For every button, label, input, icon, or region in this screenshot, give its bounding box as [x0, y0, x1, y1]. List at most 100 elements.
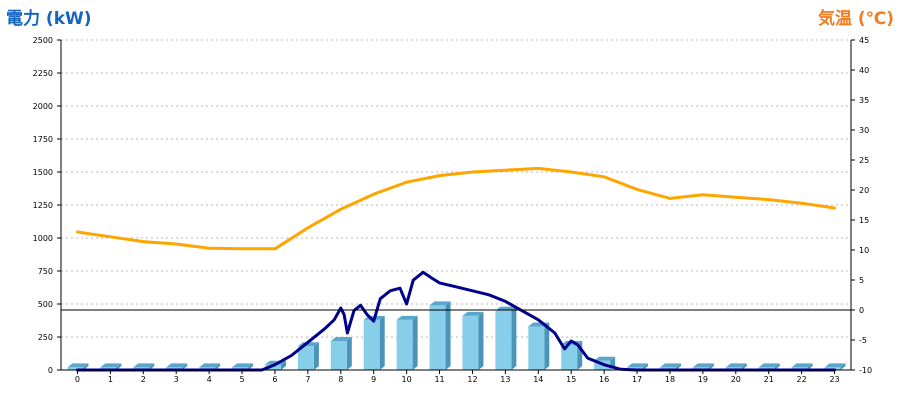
x-tick-label: 23: [829, 375, 839, 384]
right-tick-label: 35: [859, 96, 869, 105]
bar-top: [725, 363, 747, 368]
bar-top: [100, 363, 122, 368]
x-tick-label: 4: [207, 375, 212, 384]
bar-front: [330, 340, 347, 370]
bar-top: [166, 363, 188, 368]
bar-top: [330, 336, 352, 341]
left-tick-label: 500: [38, 300, 53, 309]
power-bar: [495, 306, 517, 370]
bar-side: [544, 322, 550, 370]
left-axis-ticks: 0 250 500 750 1000 1250 1500 1750 2000 2250 2500: [33, 36, 61, 375]
right-tick-label: 25: [859, 156, 869, 165]
bar-top: [396, 315, 418, 320]
x-tick-label: 12: [467, 375, 477, 384]
axes: [60, 40, 852, 371]
x-tick-label: 17: [632, 375, 642, 384]
bar-front: [396, 319, 413, 370]
right-tick-label: 45: [859, 36, 869, 45]
temperature-line: [76, 166, 836, 251]
left-axis-title: 電力 (kW): [6, 9, 92, 29]
bar-top: [758, 363, 780, 368]
bar-side: [675, 363, 681, 370]
x-tick-label: 6: [272, 375, 277, 384]
left-tick-label: 1500: [33, 168, 53, 177]
bar-front: [528, 326, 545, 370]
bar-top: [659, 363, 681, 368]
power-bars: [67, 301, 846, 370]
bar-front: [495, 310, 512, 370]
x-tick-label: 11: [434, 375, 444, 384]
right-tick-label: 5: [859, 276, 864, 285]
x-tick-label: 20: [731, 375, 741, 384]
x-tick-label: 0: [75, 375, 80, 384]
bar-side: [643, 363, 649, 370]
left-tick-label: 2500: [33, 36, 53, 45]
series-lines: [76, 166, 836, 372]
power-bar: [396, 315, 418, 370]
right-tick-label: 20: [859, 186, 869, 195]
x-tick-label: 19: [698, 375, 708, 384]
left-tick-label: 0: [48, 366, 53, 375]
x-tick-label: 16: [599, 375, 609, 384]
right-tick-label: 15: [859, 216, 869, 225]
x-tick-label: 10: [402, 375, 412, 384]
grid-lines: [61, 39, 851, 338]
bar-side: [248, 363, 254, 370]
bar-front: [462, 315, 479, 370]
bar-front: [429, 305, 446, 370]
bar-top: [199, 363, 221, 368]
x-axis-ticks: 0 1 2 3 4 5 6 7 8 9 10 11 12 13 14 15 16 17 18 19 20 21 22 23: [75, 370, 840, 384]
bar-front: [363, 319, 380, 370]
bar-front: [561, 344, 578, 370]
x-tick-label: 14: [533, 375, 543, 384]
bar-side: [182, 363, 188, 370]
power-bar: [330, 336, 352, 370]
bar-top: [824, 363, 846, 368]
x-tick-label: 1: [108, 375, 113, 384]
x-tick-label: 13: [500, 375, 510, 384]
bar-top: [594, 356, 616, 361]
bar-side: [379, 315, 385, 370]
left-tick-label: 1750: [33, 135, 53, 144]
power-bar: [462, 311, 484, 370]
bar-side: [149, 363, 155, 370]
left-tick-label: 2250: [33, 69, 53, 78]
x-tick-label: 3: [174, 375, 179, 384]
bar-side: [741, 363, 747, 370]
bar-top: [462, 311, 484, 316]
bar-top: [692, 363, 714, 368]
right-tick-label: 0: [859, 306, 864, 315]
bar-front: [264, 364, 281, 370]
bar-side: [280, 360, 286, 370]
power-bar: [363, 315, 385, 370]
x-tick-label: 5: [239, 375, 244, 384]
right-tick-label: 40: [859, 66, 869, 75]
bar-side: [83, 363, 89, 370]
bar-front: [297, 346, 314, 370]
right-tick-label: 10: [859, 246, 869, 255]
bar-side: [511, 306, 517, 370]
bar-side: [807, 363, 813, 370]
left-tick-label: 2000: [33, 102, 53, 111]
power-bar: [528, 322, 550, 370]
bar-top: [429, 301, 451, 306]
x-tick-label: 2: [141, 375, 146, 384]
bar-top: [791, 363, 813, 368]
right-tick-label: -5: [859, 336, 867, 345]
left-tick-label: 1250: [33, 201, 53, 210]
x-tick-label: 8: [338, 375, 343, 384]
bar-top: [67, 363, 89, 368]
x-tick-label: 9: [371, 375, 376, 384]
power-line: [76, 270, 836, 372]
bar-side: [215, 363, 221, 370]
left-tick-label: 1000: [33, 234, 53, 243]
bar-top: [232, 363, 254, 368]
bar-side: [478, 311, 484, 370]
power-bar: [429, 301, 451, 370]
x-tick-label: 18: [665, 375, 675, 384]
bar-front: [67, 367, 84, 370]
power-bar: [297, 342, 319, 370]
right-tick-label: 30: [859, 126, 869, 135]
bar-top: [133, 363, 155, 368]
